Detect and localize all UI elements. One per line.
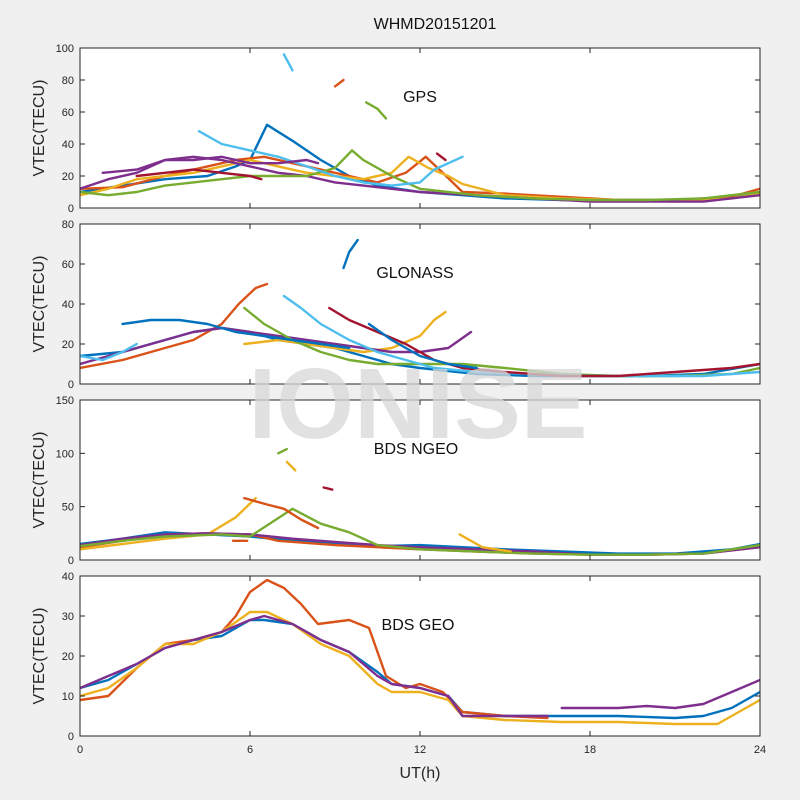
y-tick-label: 0 [68,555,74,567]
series-line-11 [342,238,359,270]
y-tick-label: 30 [62,611,74,623]
y-tick-label: 50 [62,502,74,514]
y-tick-label: 60 [62,259,74,271]
y-tick-label: 20 [62,339,74,351]
series-group [80,578,760,726]
plot-area [80,224,760,384]
series-line-3 [80,610,760,726]
panel-1: 0 20 40 60 80 100 VTEC(TECU) GPS [31,43,761,215]
y-tick-label: 100 [56,448,74,460]
y-tick-label: 0 [68,203,74,215]
panel-title: GLONASS [376,265,453,282]
x-tick-label: 6 [247,744,253,756]
series-line-5 [560,678,760,710]
series-line-4 [80,614,549,718]
series-line-9 [365,101,388,120]
series-line-6 [243,496,320,530]
y-axis-label: VTEC(TECU) [31,608,48,705]
x-tick-label: 18 [584,744,596,756]
y-tick-label: 100 [56,43,74,55]
series-group [80,447,760,556]
series-group [80,238,760,378]
y-axis-label: VTEC(TECU) [31,80,48,177]
series-line-10 [367,322,478,370]
x-axis-label: UT(h) [400,765,441,782]
series-line-7 [282,53,294,72]
x-tick-label: 24 [754,744,766,756]
y-tick-label: 40 [62,139,74,151]
panel-title: GPS [403,89,437,106]
series-line-8 [285,460,297,472]
series-line-8 [328,306,760,378]
series-line-9 [322,486,334,491]
series-line-2 [80,282,269,370]
series-line-5 [80,149,760,202]
y-tick-label: 40 [62,571,74,583]
series-line-10 [135,168,263,181]
y-tick-label: 80 [62,219,74,231]
panel-4: 0 10 20 30 40 0 6 12 18 24 VTEC(TECU) BDS GEO [31,571,766,756]
x-tick-label: 0 [77,744,83,756]
plot-area [80,576,760,736]
series-line-7 [282,294,760,378]
y-tick-label: 80 [62,75,74,87]
series-line-2 [80,578,549,720]
y-tick-label: 40 [62,299,74,311]
series-line-8 [333,78,345,88]
y-tick-label: 150 [56,395,74,407]
series-line-3 [243,310,447,354]
series-line-11 [435,152,447,162]
y-tick-label: 20 [62,651,74,663]
y-tick-label: 60 [62,107,74,119]
panel-3: 0 50 100 150 VTEC(TECU) BDS NGEO [31,395,761,567]
y-axis-label: VTEC(TECU) [31,432,48,529]
y-tick-label: 10 [62,691,74,703]
panel-2: 0 20 40 60 80 VTEC(TECU) GLONASS [31,219,761,391]
watermark: IONISE [249,348,588,460]
panel-title: BDS NGEO [374,441,458,458]
y-tick-label: 0 [68,379,74,391]
series-line-12 [101,155,320,174]
figure-title: WHMD20151201 [374,16,497,33]
series-line-10 [458,533,512,553]
series-line-6 [197,130,464,187]
y-axis-label: VTEC(TECU) [31,256,48,353]
y-tick-label: 0 [68,731,74,743]
series-line-6 [80,342,138,362]
x-tick-label: 12 [414,744,426,756]
panel-title: BDS GEO [382,617,455,634]
series-group [80,53,760,203]
series-line-9 [121,318,351,350]
series-line-5 [80,507,760,556]
y-tick-label: 20 [62,171,74,183]
series-line-7 [277,447,288,455]
